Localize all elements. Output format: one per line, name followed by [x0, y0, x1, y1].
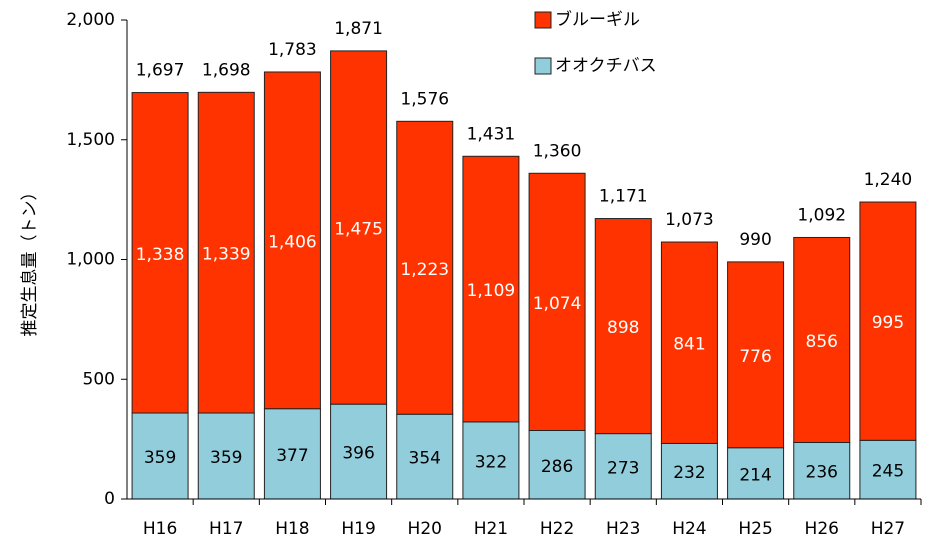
data-label: 995 — [872, 313, 904, 333]
data-label: 396 — [342, 444, 374, 464]
x-tick-label: H16 — [143, 519, 177, 539]
y-tick-label: 1,500 — [66, 130, 115, 150]
bar-segment — [330, 50, 388, 405]
data-label: 1,338 — [136, 245, 185, 265]
data-label: 359 — [144, 448, 176, 468]
bar-segment — [859, 201, 917, 441]
total-label: 1,783 — [268, 40, 317, 60]
y-tick-label: 2,000 — [66, 10, 115, 30]
bar-segment — [727, 261, 785, 449]
total-label: 1,431 — [467, 124, 516, 144]
data-label: 359 — [210, 448, 242, 468]
y-tick-label: 500 — [83, 369, 115, 389]
data-label: 377 — [276, 446, 308, 466]
data-label: 286 — [541, 457, 573, 477]
total-label: 1,871 — [334, 19, 383, 39]
data-label: 354 — [409, 449, 441, 469]
data-label: 245 — [872, 462, 904, 482]
bar-segment — [197, 91, 255, 414]
x-tick-label: H20 — [408, 519, 442, 539]
data-label: 322 — [475, 452, 507, 472]
bar-segment — [396, 413, 454, 500]
legend-label: ブルーギル — [555, 9, 640, 30]
x-tick-label: H21 — [474, 519, 508, 539]
bar-segment — [462, 421, 520, 500]
data-label: 1,074 — [533, 294, 582, 314]
bar-segment — [859, 439, 917, 500]
data-label: 273 — [607, 458, 639, 478]
x-tick-label: H22 — [540, 519, 574, 539]
legend-swatch — [534, 11, 552, 29]
data-label: 232 — [673, 463, 705, 483]
data-label: 1,109 — [467, 281, 516, 301]
bar-segment — [462, 155, 520, 423]
bar-segment — [793, 236, 851, 443]
data-label: 1,475 — [334, 220, 383, 240]
x-tick-label: H18 — [275, 519, 309, 539]
bar-segment — [660, 241, 718, 444]
y-tick-label: 0 — [104, 489, 115, 509]
x-tick-label: H24 — [672, 519, 706, 539]
y-tick-label: 1,000 — [66, 250, 115, 270]
data-label: 1,223 — [400, 260, 449, 280]
total-label: 1,698 — [202, 60, 251, 80]
total-label: 1,697 — [136, 61, 185, 81]
x-tick-label: H17 — [209, 519, 243, 539]
total-label: 1,092 — [797, 205, 846, 225]
data-label: 898 — [607, 318, 639, 338]
total-label: 1,360 — [533, 141, 582, 161]
bar-segment — [727, 447, 785, 500]
total-label: 1,171 — [599, 187, 648, 207]
bar-segment — [197, 412, 255, 500]
total-label: 1,576 — [400, 90, 449, 110]
bar-segment — [263, 71, 321, 410]
data-label: 776 — [739, 347, 771, 367]
legend-label: オオクチバス — [555, 56, 657, 76]
total-label: 1,240 — [864, 170, 913, 190]
bar-segment — [793, 441, 851, 500]
x-tick-label: H27 — [871, 519, 905, 539]
x-tick-label: H23 — [606, 519, 640, 539]
bar-segment — [594, 218, 652, 435]
data-label: 841 — [673, 335, 705, 355]
bar-segment — [131, 92, 189, 414]
data-label: 214 — [739, 465, 771, 485]
total-label: 1,073 — [665, 210, 714, 230]
x-tick-label: H26 — [805, 519, 839, 539]
y-axis-label: 推定生息量（トン） — [20, 184, 40, 337]
x-tick-label: H19 — [341, 519, 375, 539]
total-label: 990 — [739, 230, 771, 250]
legend-swatch — [534, 57, 552, 75]
data-label: 1,406 — [268, 232, 317, 252]
x-tick-label: H25 — [738, 519, 772, 539]
data-label: 856 — [806, 332, 838, 352]
data-label: 236 — [806, 463, 838, 483]
bar-segment — [396, 120, 454, 415]
bar-segment — [594, 433, 652, 500]
bar-segment — [528, 172, 586, 432]
bar-segment — [263, 408, 321, 500]
data-label: 1,339 — [202, 245, 251, 265]
